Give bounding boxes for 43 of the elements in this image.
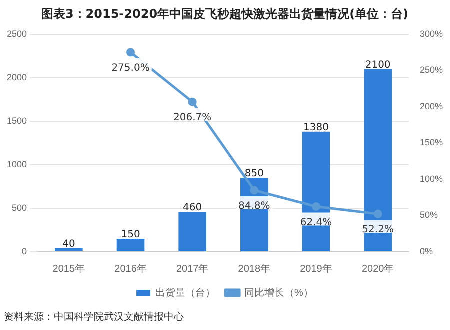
y-tick-label: 0 [22, 246, 28, 256]
y-tick-label: 2500 [6, 28, 28, 39]
point [312, 202, 320, 211]
data-label: 2100 [365, 60, 391, 71]
y2-tick-label: 0% [420, 246, 433, 256]
legend-label: 出货量（台） [156, 286, 216, 299]
data-label: 84.8% [238, 201, 270, 212]
data-label: 460 [183, 202, 202, 214]
y2-tick-label: 200% [420, 101, 444, 112]
legend-label: 同比增长（%） [244, 286, 314, 299]
point [250, 186, 259, 195]
y-tick-label: 1500 [6, 116, 28, 126]
y2-tick-label: 50% [420, 210, 438, 220]
data-label: 52.2% [362, 224, 394, 236]
y2-tick-label: 250% [420, 65, 444, 76]
x-tick-label: 2019年 [300, 262, 332, 275]
x-tick-label: 2016年 [114, 262, 147, 275]
x-tick-label: 2018年 [238, 262, 271, 275]
y2-tick-label: 150% [420, 138, 444, 148]
x-tick-label: 2015年 [52, 262, 86, 275]
data-label: 206.7% [174, 112, 212, 124]
point [126, 48, 136, 57]
data-label: 275.0% [112, 63, 150, 74]
data-label: 62.4% [300, 217, 332, 228]
y-tick-label: 500 [12, 202, 28, 213]
bar [178, 212, 206, 252]
y-tick-label: 1000 [6, 159, 28, 170]
point [188, 98, 197, 106]
data-label: 40 [62, 239, 76, 250]
text: 资料来源：中国科学院武汉文献情报中心 [4, 310, 184, 324]
y2-tick-label: 100% [420, 174, 444, 184]
x-tick-label: 2020年 [362, 262, 394, 275]
point [374, 210, 382, 218]
bar [364, 69, 392, 252]
chart-title: 图表3：2015-2020年中国皮飞秒超快激光器出货量情况(单位：台) [40, 6, 410, 23]
data-label: 850 [244, 168, 264, 180]
y2-tick-label: 300% [420, 28, 444, 39]
y-tick-label: 2000 [6, 72, 28, 82]
bar [116, 238, 145, 252]
bar [55, 248, 83, 252]
x-tick-label: 2017年 [176, 262, 209, 275]
data-label: 1380 [304, 122, 329, 134]
data-label: 150 [121, 230, 140, 241]
